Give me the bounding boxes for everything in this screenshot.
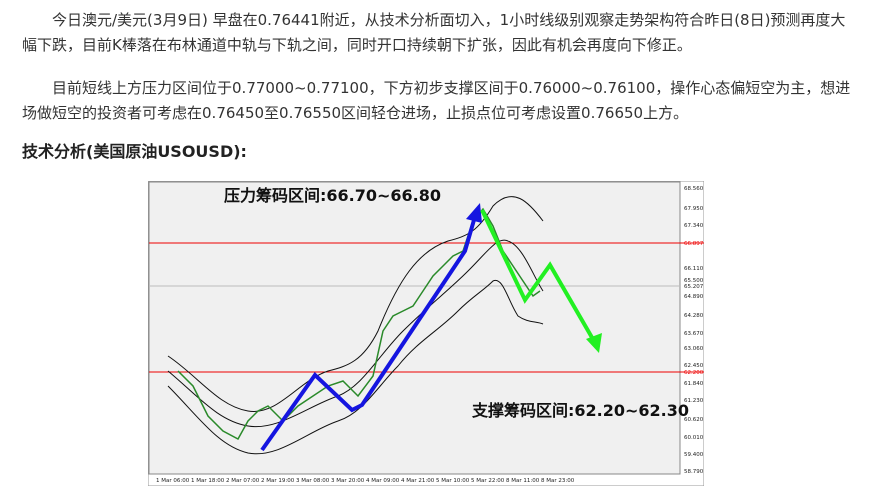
paragraph: 目前短线上方压力区间位于0.77000~0.77100，下方初步支撑区间于0.7… — [22, 79, 851, 122]
time-label: 1 Mar 06:00 — [156, 478, 190, 484]
price-label: 63.670 — [684, 331, 704, 337]
arrow-head — [586, 333, 602, 353]
price-label: 59.400 — [684, 452, 704, 458]
price-label: 61.840 — [684, 381, 704, 387]
price-label: 61.230 — [684, 398, 704, 404]
green-arrow — [480, 209, 596, 343]
price-label: 58.790 — [684, 469, 704, 475]
arrow-head — [466, 203, 482, 223]
bollinger-upper — [167, 196, 544, 412]
chart-image: 压力筹码区间:66.70~66.80 支撑筹码区间:62.20~62.30 68… — [148, 181, 704, 486]
price-label: 60.010 — [684, 435, 704, 441]
price-label: 64.890 — [684, 294, 704, 300]
paragraph: 今日澳元/美元(3月9日) 早盘在0.76441附近，从技术分析面切入，1小时线… — [22, 11, 846, 54]
time-label: 8 Mar 23:00 — [541, 478, 575, 484]
time-label: 5 Mar 10:00 — [436, 478, 470, 484]
price-label: 60.620 — [684, 417, 704, 423]
time-label: 2 Mar 07:00 — [226, 478, 260, 484]
time-label: 4 Mar 09:00 — [366, 478, 400, 484]
bollinger-middle — [167, 239, 544, 428]
heading: 技术分析(美国原油USOUSD): — [22, 142, 247, 161]
time-label: 4 Mar 21:00 — [401, 478, 435, 484]
price-label: 67.950 — [684, 206, 704, 212]
time-label: 2 Mar 19:00 — [261, 478, 295, 484]
bollinger-lower — [167, 279, 544, 455]
blue-arrow — [260, 212, 478, 452]
time-label: 1 Mar 18:00 — [191, 478, 225, 484]
price-label: 66.110 — [684, 266, 704, 272]
time-label: 5 Mar 22:00 — [471, 478, 505, 484]
price-label: 67.340 — [684, 223, 704, 229]
time-label: 3 Mar 08:00 — [296, 478, 330, 484]
annotation: 支撑筹码区间:62.20~62.30 — [471, 401, 689, 420]
price-label: 65.500 — [684, 278, 704, 284]
price-label: 66.897 — [684, 241, 704, 247]
price-label: 65.207 — [684, 284, 704, 290]
annotation: 压力筹码区间:66.70~66.80 — [224, 186, 441, 205]
price-label: 68.560 — [684, 186, 704, 192]
price-trace — [177, 207, 541, 441]
price-label: 64.280 — [684, 313, 704, 319]
price-label: 62.450 — [684, 363, 704, 369]
price-label: 63.060 — [684, 346, 704, 352]
time-label: 3 Mar 20:00 — [331, 478, 365, 484]
time-label: 8 Mar 11:00 — [506, 478, 540, 484]
price-label: 62.200 — [684, 370, 704, 376]
